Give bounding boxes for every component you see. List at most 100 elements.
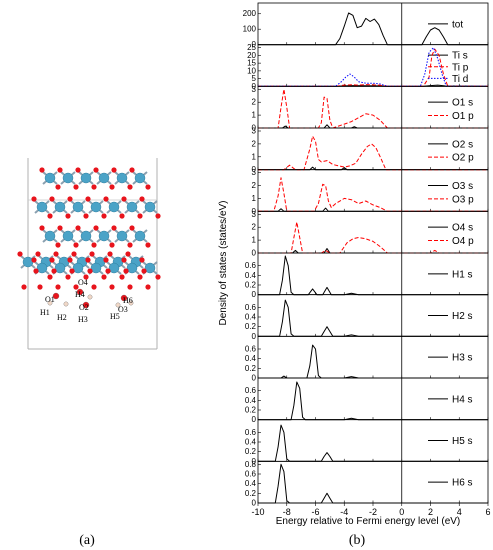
o-atom: [121, 257, 127, 263]
o-atom: [101, 213, 107, 219]
legend-label: Ti p: [452, 62, 469, 73]
ti-atom: [116, 230, 128, 242]
o-atom: [87, 268, 93, 274]
o-atom: [51, 268, 57, 274]
x-axis-label: Energy relative to Fermi energy level (e…: [276, 516, 461, 527]
ti-atom: [72, 262, 84, 274]
o-atom: [57, 225, 63, 231]
y-tick-label: 0.2: [245, 322, 257, 331]
o-atom: [107, 251, 113, 257]
o-atom: [139, 257, 145, 263]
legend-label: Ti d: [452, 74, 468, 85]
ti-atom: [62, 230, 74, 242]
legend-label: O4 s: [452, 223, 473, 234]
y-tick-label: 0.6: [245, 261, 257, 270]
o-atom: [52, 292, 60, 300]
o-atom: [129, 225, 135, 231]
o-atom: [91, 242, 97, 248]
legend-label: O2 s: [452, 139, 473, 150]
ti-atom: [54, 262, 66, 274]
dos-panel-H2: 00.20.40.6 H2 s: [245, 294, 489, 341]
o-atom: [31, 196, 37, 202]
y-tick-label: 1: [252, 194, 257, 203]
atom-label: H3: [78, 315, 88, 324]
o-atom: [155, 213, 161, 219]
series-line-o2-p: [258, 135, 488, 171]
atom-label: H6: [123, 296, 133, 305]
o-atom: [127, 284, 133, 290]
y-tick-label: 10: [247, 66, 256, 75]
series-line-h1-s: [258, 255, 488, 296]
legend-label: O3 p: [452, 194, 474, 205]
o-atom: [109, 184, 115, 190]
ti-atom: [36, 262, 48, 274]
o-atom: [145, 242, 151, 248]
legend-label: O1 p: [452, 111, 474, 122]
y-tick-label: 0.6: [245, 345, 257, 354]
ti-atom: [36, 201, 48, 213]
o-atom: [65, 274, 71, 280]
o-atom: [73, 184, 79, 190]
y-tick-label: 0.2: [245, 447, 257, 456]
o-atom: [71, 251, 77, 257]
series-line-ti-d: [258, 47, 488, 87]
y-tick-label: 2: [252, 181, 257, 190]
o-atom: [129, 167, 135, 173]
y-tick-label: 0.4: [245, 271, 257, 280]
atom-label: H5: [110, 312, 120, 321]
ti-atom: [108, 201, 120, 213]
dos-panel-H1: 00.20.40.6H1 s: [245, 252, 489, 299]
h-atom: [47, 300, 53, 306]
y-tick-label: 15: [247, 59, 256, 68]
y-tick-label: 0: [252, 249, 257, 258]
y-tick-label: 3: [252, 210, 257, 219]
x-tick-label: 0: [399, 507, 404, 517]
o-atom: [109, 242, 115, 248]
y-tick-label: 0: [252, 165, 257, 174]
x-tick-label: -4: [340, 507, 348, 517]
y-tick-label: 1: [252, 152, 257, 161]
o-atom: [120, 294, 128, 302]
o-atom: [55, 284, 61, 290]
y-tick-label: 0.2: [245, 489, 257, 498]
dos-panel-O3: 0 1 2 3 O3 s O3 p: [252, 168, 489, 216]
y-tick-label: 0: [252, 499, 257, 508]
o-atom: [141, 268, 147, 274]
legend-label: O2 p: [452, 153, 474, 164]
atom-label: O4: [78, 278, 88, 287]
y-axis-label: Density of states (states/eV): [218, 200, 229, 325]
y-tick-label: 0: [252, 124, 257, 133]
o-atom: [125, 251, 131, 257]
o-atom: [76, 288, 84, 296]
y-tick-label: 0: [252, 332, 257, 341]
o-atom: [109, 284, 115, 290]
o-atom: [137, 274, 143, 280]
o-atom: [105, 268, 111, 274]
ti-atom: [62, 172, 74, 184]
y-tick-label: 0.6: [245, 303, 257, 312]
ti-atom: [44, 172, 56, 184]
legend-label: H3 s: [452, 353, 473, 364]
series-line-o3-p: [258, 177, 488, 212]
panel-label-a: (a): [79, 533, 95, 548]
o-atom: [155, 274, 161, 280]
y-tick-label: 0.6: [245, 386, 257, 395]
o-atom: [39, 225, 45, 231]
o-atom: [91, 284, 97, 290]
x-tick-label: -2: [369, 507, 377, 517]
y-tick-label: 1: [252, 236, 257, 245]
o-atom: [119, 274, 125, 280]
o-atom: [103, 196, 109, 202]
x-tick-label: 2: [428, 507, 433, 517]
y-tick-label: 0: [252, 290, 257, 299]
o-atom: [57, 167, 63, 173]
series-line-o1-p: [258, 88, 488, 129]
o-atom: [21, 284, 27, 290]
o-atom: [145, 284, 151, 290]
dos-panel-O1: 0 1 2 3 O1 s O1 p: [252, 85, 489, 133]
y-tick-label: 0.6: [245, 428, 257, 437]
dos-panel-O2: 0 1 2 3 O2 s O2 p: [252, 127, 489, 174]
y-tick-label: 0: [252, 374, 257, 383]
